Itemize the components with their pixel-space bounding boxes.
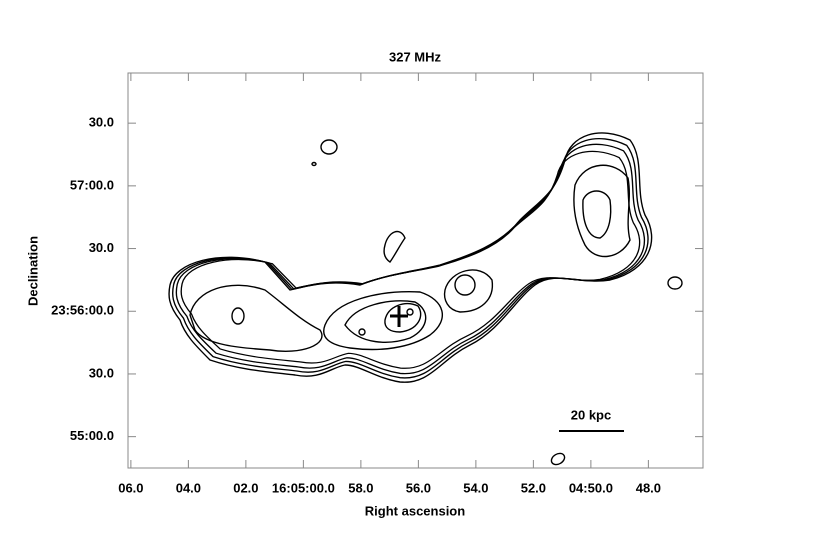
contour (406, 308, 414, 316)
plot-frame (127, 72, 704, 469)
contour (384, 302, 422, 333)
contours (168, 132, 683, 466)
x-tick-label: 16:05:00.0 (272, 480, 335, 495)
outer-contours (168, 132, 653, 383)
x-tick-label: 56.0 (406, 480, 431, 495)
contour (180, 150, 641, 369)
y-tick-label: 30.0 (89, 365, 114, 380)
contour (573, 164, 631, 258)
y-tick-label: 30.0 (89, 115, 114, 130)
y-tick-label: 57:00.0 (70, 177, 114, 192)
contour (550, 452, 566, 466)
contour (344, 300, 427, 343)
x-tick-label: 02.0 (233, 480, 258, 495)
x-tick-label: 54.0 (463, 480, 488, 495)
contour (311, 161, 317, 167)
center-cross (390, 306, 408, 327)
contour (443, 269, 494, 313)
contour (323, 291, 443, 351)
scale-bar-label: 20 kpc (571, 407, 611, 422)
contour (667, 276, 683, 290)
y-axis-label: Declination (25, 236, 40, 306)
chart-title: 327 MHz (389, 49, 442, 64)
contour (582, 190, 612, 239)
contour (320, 139, 338, 155)
y-tick-label: 23:56:00.0 (51, 303, 114, 318)
y-tick-label: 55:00.0 (70, 428, 114, 443)
contour (383, 230, 406, 263)
x-tick-label: 52.0 (521, 480, 546, 495)
contour (231, 307, 245, 325)
x-axis-label: Right ascension (365, 503, 465, 518)
x-tick-label: 04.0 (176, 480, 201, 495)
x-tick-label: 48.0 (636, 480, 661, 495)
contour (175, 143, 646, 375)
contour (189, 284, 323, 352)
x-tick-label: 06.0 (118, 480, 143, 495)
contour (454, 274, 476, 296)
x-tick-label: 04:50.0 (569, 480, 613, 495)
y-tick-label: 30.0 (89, 240, 114, 255)
contour (358, 328, 366, 336)
x-tick-label: 58.0 (348, 480, 373, 495)
